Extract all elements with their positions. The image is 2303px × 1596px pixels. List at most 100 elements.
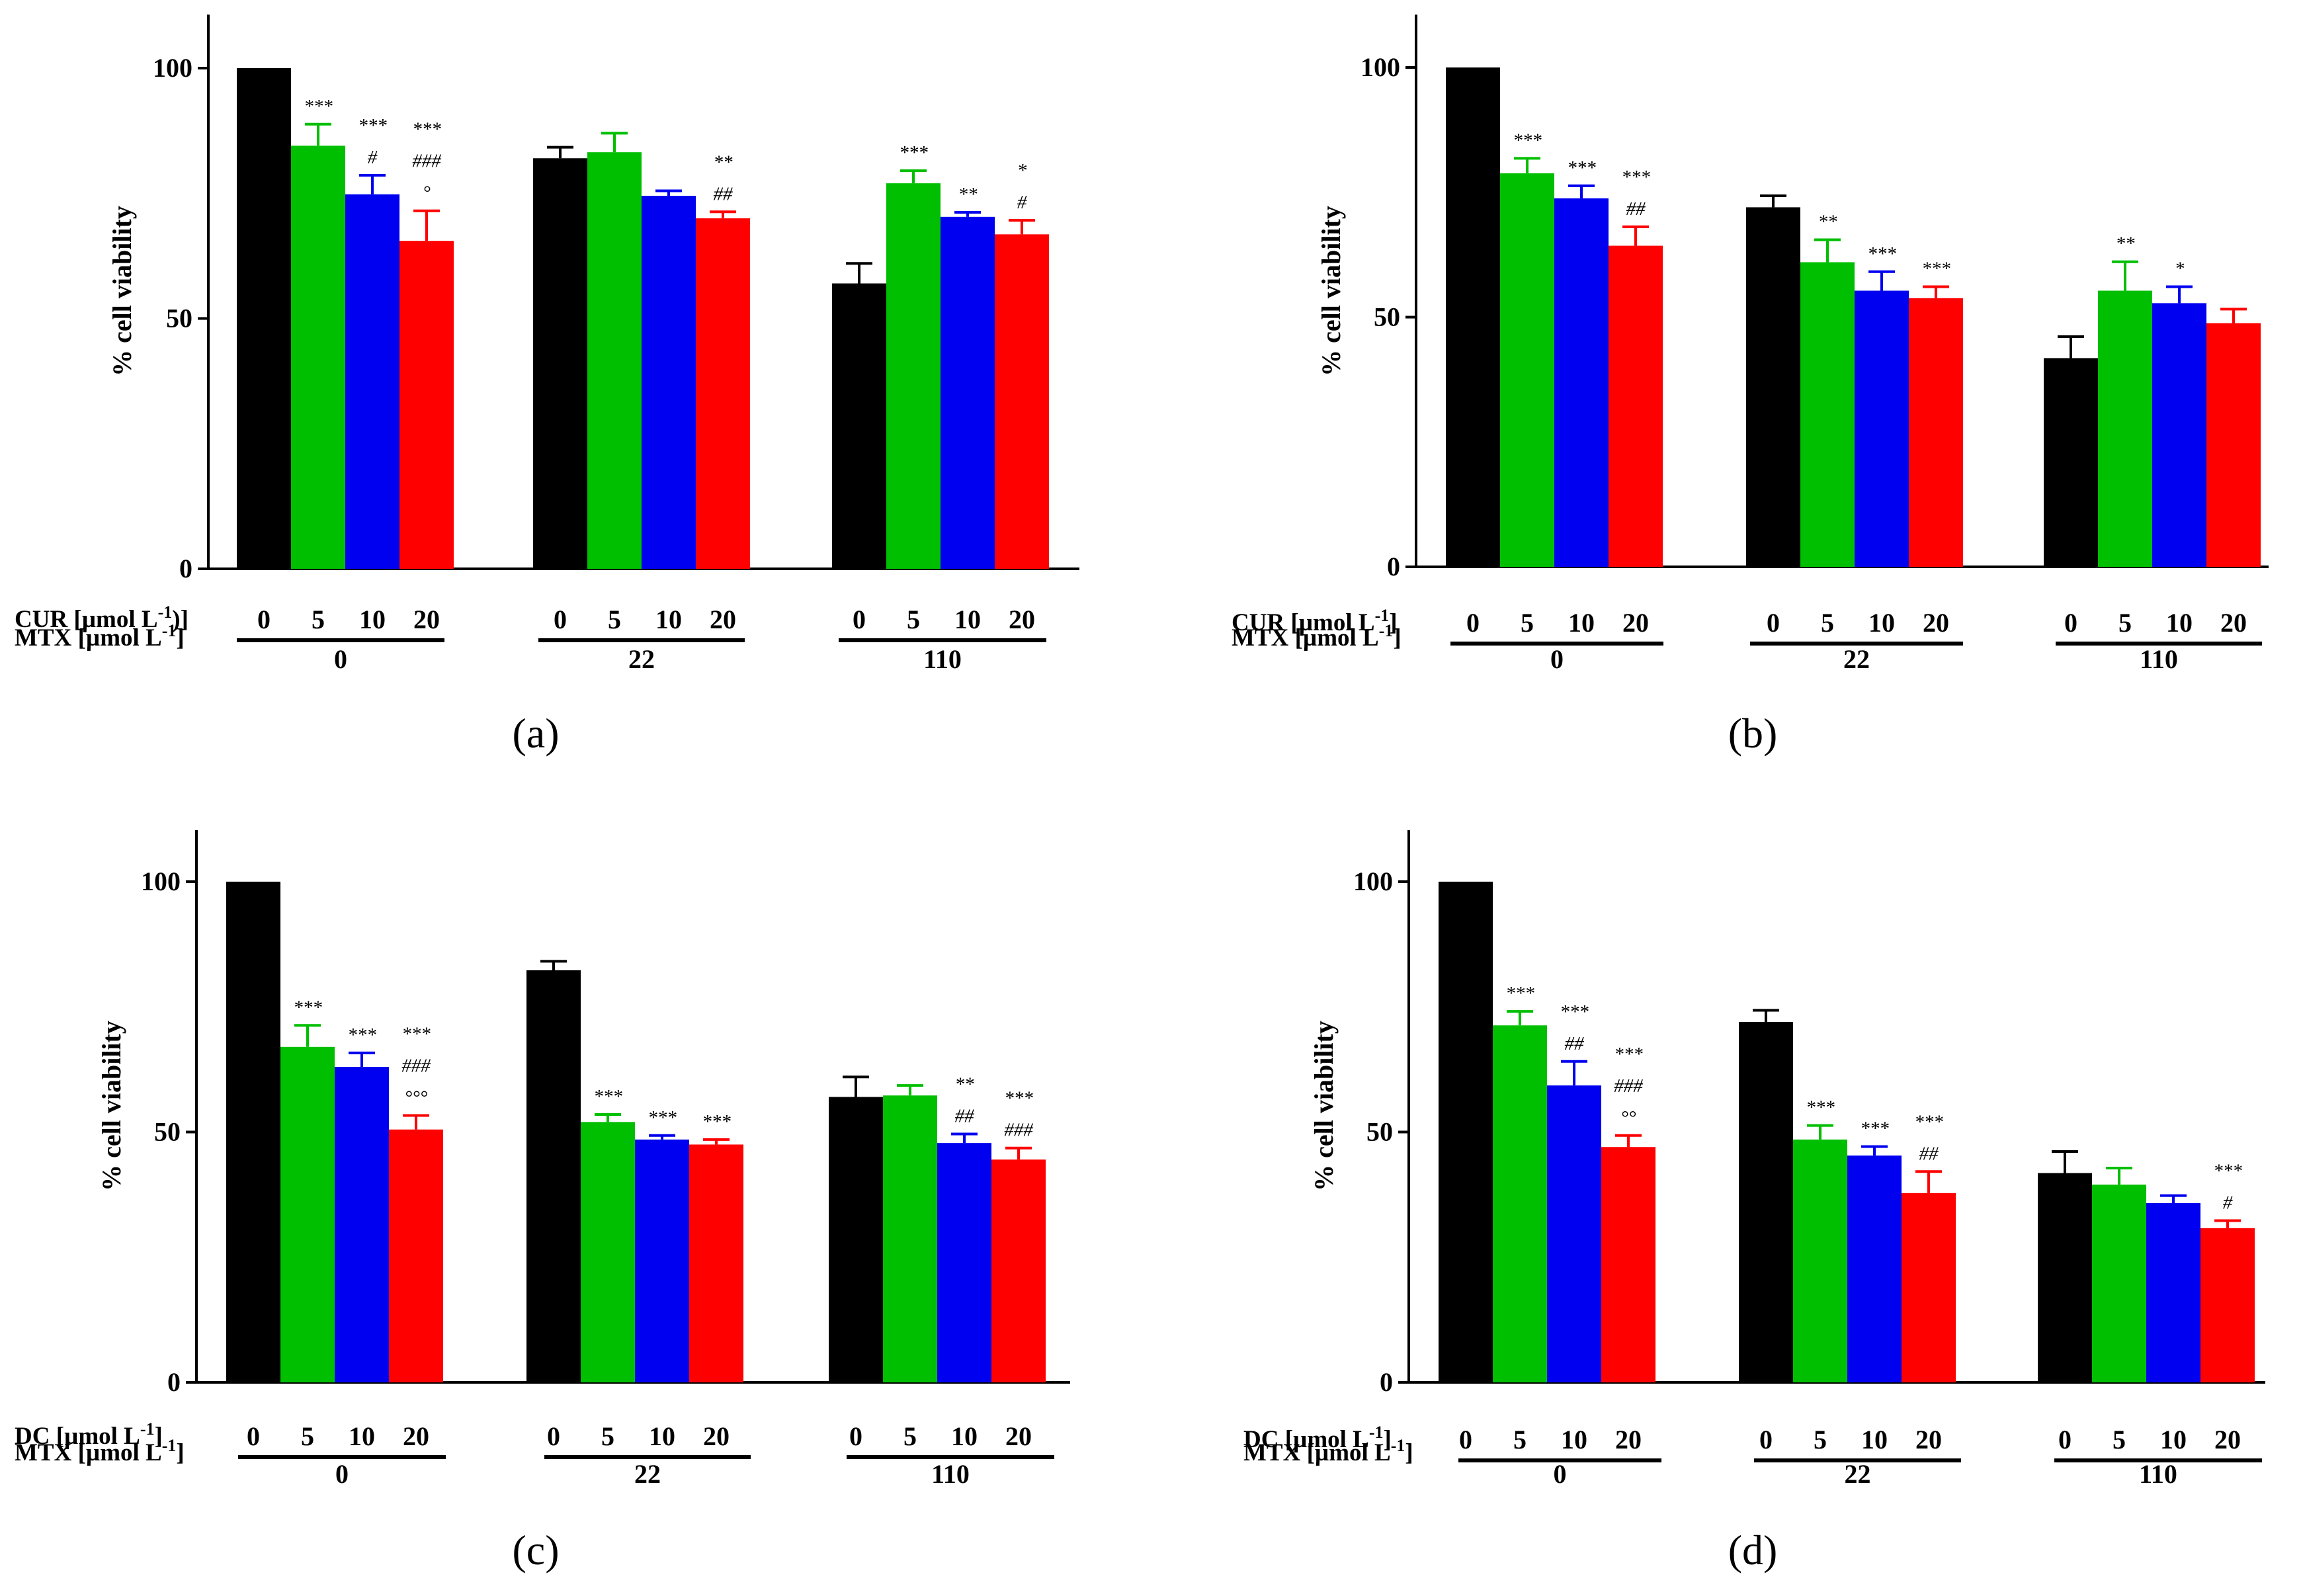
x-category-label: 0 xyxy=(1767,608,1780,638)
group-label: 22 xyxy=(628,644,655,674)
panel-label: (d) xyxy=(1728,1527,1778,1574)
significance-label: *** xyxy=(593,1086,622,1107)
y-axis-label: % cell viability xyxy=(1309,1021,1339,1191)
x-category-label: 20 xyxy=(1009,605,1035,634)
x-category-label: 5 xyxy=(608,605,621,634)
y-tick-label: 100 xyxy=(1361,52,1400,82)
superscript: -1 xyxy=(1375,606,1390,625)
bar-22-5 xyxy=(1793,1139,1847,1382)
x-category-label: 10 xyxy=(954,605,981,634)
significance-label: * xyxy=(2175,258,2185,279)
group-label: 0 xyxy=(334,644,347,674)
significance-label: °°° xyxy=(405,1087,428,1109)
significance-label: *** xyxy=(1614,1044,1643,1065)
bar-0-5 xyxy=(1493,1025,1547,1382)
bar-22-0 xyxy=(1746,207,1800,567)
bar-110-0 xyxy=(2038,1173,2092,1382)
bar-22-5 xyxy=(587,152,642,569)
superscript: -1 xyxy=(162,621,177,640)
significance-label: *** xyxy=(1567,157,1596,179)
bar-0-10 xyxy=(335,1067,389,1382)
x-category-label: 0 xyxy=(853,605,866,634)
superscript: -1 xyxy=(1379,621,1394,640)
panel-label: (a) xyxy=(512,710,559,757)
bar-22-20 xyxy=(689,1144,743,1382)
significance-label: *** xyxy=(412,119,441,140)
bar-22-20 xyxy=(1909,298,1963,567)
significance-label: *** xyxy=(358,115,387,136)
significance-label: *** xyxy=(347,1025,376,1046)
x-category-label: 10 xyxy=(349,1421,375,1451)
bar-0-5 xyxy=(280,1046,335,1382)
bar-22-10 xyxy=(642,196,696,569)
y-axis-label: % cell viability xyxy=(97,1021,126,1191)
row-label-suffix: )] xyxy=(172,606,188,633)
row-label-suffix: ] xyxy=(176,624,184,651)
x-category-label: 5 xyxy=(301,1421,314,1451)
x-category-label: 0 xyxy=(547,1421,560,1451)
bar-22-10 xyxy=(1855,290,1909,567)
group-label: 0 xyxy=(1550,644,1564,674)
group-label: 0 xyxy=(335,1459,349,1489)
group-label: 110 xyxy=(2140,644,2178,674)
significance-label: °° xyxy=(1620,1107,1636,1128)
group-label: 22 xyxy=(1843,644,1870,674)
x-category-label: 10 xyxy=(1561,1425,1587,1454)
bar-0-5 xyxy=(1500,173,1554,567)
bar-110-5 xyxy=(2098,290,2152,567)
bar-0-10 xyxy=(1547,1085,1601,1382)
bar-0-20 xyxy=(399,241,454,569)
x-category-label: 20 xyxy=(2214,1425,2241,1454)
bar-0-5 xyxy=(291,146,345,569)
bar-110-10 xyxy=(941,216,995,569)
bar-22-0 xyxy=(1739,1021,1793,1382)
y-tick-label: 0 xyxy=(1387,552,1400,581)
bar-0-0 xyxy=(226,882,280,1382)
x-category-label: 5 xyxy=(903,1421,917,1451)
significance-label: *** xyxy=(401,1024,431,1045)
row-label-suffix: ] xyxy=(1405,1439,1413,1466)
bar-22-20 xyxy=(1902,1193,1956,1382)
x-category-label: 0 xyxy=(849,1421,862,1451)
y-axis-label: % cell viability xyxy=(1316,206,1346,376)
significance-label: ** xyxy=(2116,233,2136,255)
significance-label: *** xyxy=(2213,1160,2242,1181)
row-label-mtx: MTX [µmol L-1] xyxy=(1232,621,1402,651)
significance-label: ** xyxy=(714,151,733,173)
significance-label: ### xyxy=(401,1056,431,1077)
significance-label: ° xyxy=(423,183,431,204)
bar-110-0 xyxy=(829,1097,883,1382)
x-category-label: 10 xyxy=(655,605,682,634)
x-category-label: 0 xyxy=(257,605,271,634)
x-category-label: 20 xyxy=(1622,608,1649,638)
bar-110-10 xyxy=(937,1143,991,1382)
bar-22-0 xyxy=(526,970,581,1382)
significance-label: *** xyxy=(1806,1097,1835,1118)
x-category-label: 5 xyxy=(1814,1425,1827,1454)
group-label: 22 xyxy=(1845,1459,1871,1489)
bar-110-0 xyxy=(2044,358,2098,567)
x-category-label: 5 xyxy=(312,605,325,634)
significance-label: ## xyxy=(714,183,733,204)
significance-label: ** xyxy=(958,184,978,205)
significance-label: ** xyxy=(955,1074,975,1095)
significance-label: *** xyxy=(1004,1088,1033,1109)
x-category-label: 5 xyxy=(1521,608,1534,638)
significance-label: # xyxy=(2223,1192,2233,1213)
y-tick-label: 100 xyxy=(153,53,192,83)
x-category-label: 10 xyxy=(359,605,386,634)
panel-label: (c) xyxy=(512,1527,559,1574)
row-label-mtx: MTX [µmol L-1] xyxy=(15,1436,185,1466)
bar-0-10 xyxy=(345,194,399,569)
group-label: 110 xyxy=(931,1459,970,1489)
bar-22-10 xyxy=(1847,1155,1902,1382)
x-category-label: 20 xyxy=(703,1421,730,1451)
y-tick-label: 50 xyxy=(166,304,192,333)
bar-110-10 xyxy=(2146,1202,2200,1382)
significance-label: ### xyxy=(1614,1075,1643,1097)
x-category-label: 20 xyxy=(1915,1425,1942,1454)
significance-label: *** xyxy=(1505,983,1534,1004)
